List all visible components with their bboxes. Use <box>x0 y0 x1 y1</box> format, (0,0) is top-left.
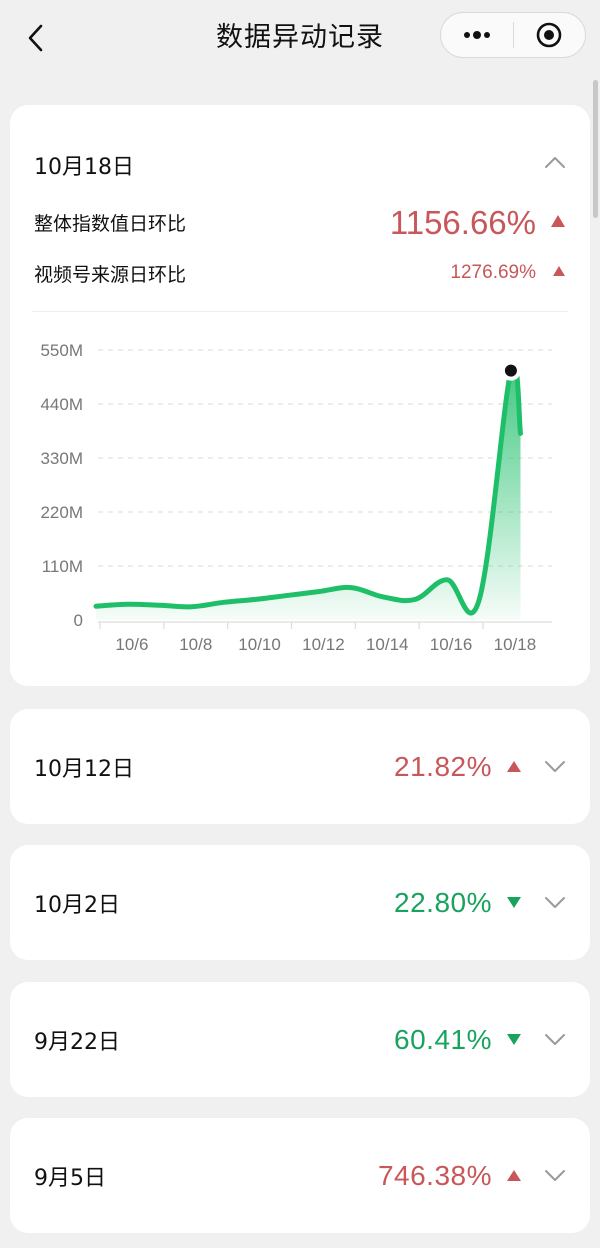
triangle-up-icon <box>507 1170 521 1181</box>
record-card-expanded: 10月18日 整体指数值日环比 1156.66% 视频号来源日环比 1276.6… <box>10 105 590 686</box>
y-tick-label: 330M <box>40 449 83 468</box>
divider <box>32 311 568 312</box>
trend-chart: 0 110M 220M 330M 440M 550M 10/6 10/8 10/10 10/12… <box>40 341 552 654</box>
record-value: 22.80% <box>394 886 492 918</box>
chevron-down-icon <box>545 896 565 908</box>
target-icon <box>536 22 562 48</box>
area-fill <box>96 364 521 620</box>
chevron-up-icon[interactable] <box>544 155 566 169</box>
more-dots-icon <box>463 31 490 39</box>
record-date: 9月22日 <box>34 1029 120 1055</box>
y-tick-label: 0 <box>74 611 83 630</box>
expand-button[interactable] <box>544 896 566 910</box>
expand-button[interactable] <box>544 1033 566 1047</box>
y-tick-label: 220M <box>40 503 83 522</box>
triangle-down-icon <box>507 1034 521 1045</box>
y-tick-label: 110M <box>42 557 83 576</box>
series-line <box>93 361 523 616</box>
nav-bar: 数据异动记录 <box>0 0 600 76</box>
capsule-divider <box>512 22 514 48</box>
x-tick-label: 10/16 <box>430 635 473 654</box>
record-date: 10月2日 <box>34 892 120 918</box>
highlight-point[interactable] <box>504 364 517 377</box>
record-date: 10月12日 <box>34 756 134 782</box>
mini-program-capsule <box>440 12 586 58</box>
chevron-down-icon <box>545 1169 565 1181</box>
close-button[interactable] <box>514 13 586 57</box>
y-tick-label: 440M <box>40 395 83 414</box>
record-card[interactable]: 9月5日 746.38% <box>10 1118 590 1233</box>
back-button[interactable] <box>18 20 54 56</box>
chevron-left-icon <box>28 24 43 52</box>
x-tick-label: 10/18 <box>494 635 537 654</box>
record-card[interactable]: 10月2日 22.80% <box>10 845 590 960</box>
more-button[interactable] <box>441 13 513 57</box>
scrollbar[interactable] <box>593 80 598 218</box>
record-value: 21.82% <box>394 750 492 782</box>
record-card[interactable]: 9月22日 60.41% <box>10 982 590 1097</box>
triangle-down-icon <box>507 897 521 908</box>
metric-value-overall: 1156.66% <box>389 204 536 241</box>
record-value: 746.38% <box>377 1159 492 1191</box>
triangle-up-icon <box>551 215 565 227</box>
chevron-down-icon <box>545 1033 565 1045</box>
x-tick-label: 10/12 <box>302 635 345 654</box>
triangle-up-icon <box>553 266 565 276</box>
x-tick-label: 10/14 <box>366 635 409 654</box>
page-title: 数据异动记录 <box>216 22 384 53</box>
metric-label-video: 视频号来源日环比 <box>34 264 187 286</box>
record-card[interactable]: 10月12日 21.82% <box>10 709 590 824</box>
x-tick-label: 10/8 <box>179 635 212 654</box>
record-date: 10月18日 <box>34 155 134 180</box>
expand-button[interactable] <box>544 1169 566 1183</box>
metric-value-video: 1276.69% <box>450 262 536 283</box>
triangle-up-icon <box>507 761 521 772</box>
x-tick-label: 10/6 <box>115 635 148 654</box>
chevron-down-icon <box>545 760 565 772</box>
expand-button[interactable] <box>544 760 566 774</box>
metric-label-overall: 整体指数值日环比 <box>34 213 187 235</box>
x-tick-label: 10/10 <box>238 635 281 654</box>
record-value: 60.41% <box>394 1023 492 1055</box>
record-date: 9月5日 <box>34 1165 106 1191</box>
y-tick-label: 550M <box>40 341 83 360</box>
